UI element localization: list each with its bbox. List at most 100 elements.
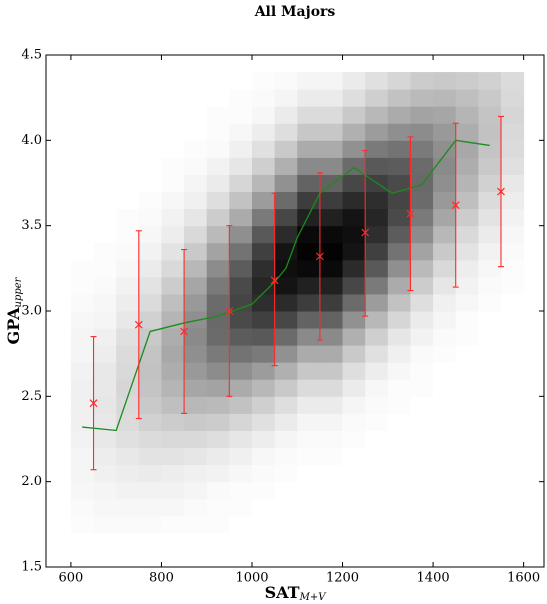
heatmap-cell (161, 259, 185, 278)
heatmap-cell (93, 481, 117, 500)
heatmap-cell (410, 311, 434, 329)
heatmap-cell (70, 481, 95, 500)
x-tick-label: 1200 (326, 571, 359, 586)
heatmap-cell (138, 447, 162, 466)
heatmap-cell (319, 430, 344, 449)
heatmap-cell (161, 157, 185, 175)
heatmap-cell (455, 106, 479, 124)
heatmap-cell (184, 208, 208, 227)
heatmap-cell (161, 174, 185, 193)
heatmap-cell (410, 191, 434, 210)
heatmap-cell (251, 515, 276, 534)
heatmap-cell (251, 72, 276, 90)
heatmap-cell (455, 447, 479, 466)
heatmap-cell (500, 293, 525, 312)
heatmap-cell (116, 123, 140, 141)
heatmap-cell (455, 140, 479, 158)
heatmap-cell (365, 72, 389, 90)
heatmap-cell (138, 174, 162, 193)
heatmap-cell (455, 293, 479, 312)
heatmap-cell (500, 328, 525, 346)
heatmap-cell (387, 208, 411, 227)
heatmap-cell (274, 464, 298, 483)
heatmap-cell (70, 140, 95, 158)
heatmap-cell (206, 191, 230, 210)
heatmap-cell (342, 123, 366, 141)
heatmap-cell (433, 72, 457, 90)
heatmap-cell (70, 311, 95, 329)
heatmap-cell (433, 174, 457, 193)
heatmap-cell (319, 464, 344, 483)
heatmap-cell (70, 447, 95, 466)
heatmap-cell (478, 413, 502, 431)
heatmap-cell (387, 379, 411, 397)
heatmap-cell (206, 311, 230, 329)
axes: 600 800 1000 1200 1400 1600 1.5 2.0 2.5 3.0 3.5 4.0… (21, 48, 544, 586)
heatmap-cell (500, 242, 525, 261)
heatmap-cell (93, 311, 117, 329)
heatmap-cell (433, 379, 457, 397)
heatmap-cell (387, 498, 411, 517)
heatmap-cell (455, 311, 479, 329)
heatmap-cell (319, 106, 344, 124)
mean-marker (451, 201, 460, 210)
heatmap-cell (433, 259, 457, 278)
heatmap-cell (251, 191, 276, 210)
heatmap-cell (297, 293, 321, 312)
heatmap-cell (93, 498, 117, 517)
heatmap-cell (206, 242, 230, 261)
heatmap-cell (410, 225, 434, 244)
heatmap-cell (455, 208, 479, 227)
heatmap-cell (365, 242, 389, 261)
heatmap-cell (184, 481, 208, 500)
heatmap-cell (387, 174, 411, 193)
heatmap-cell (206, 72, 230, 90)
heatmap-cell (433, 396, 457, 414)
heatmap-cell (229, 72, 253, 90)
heatmap-cell (342, 481, 366, 500)
heatmap-cell (433, 225, 457, 244)
heatmap-cell (365, 328, 389, 346)
heatmap-cell (319, 174, 344, 193)
heatmap-cell (365, 123, 389, 141)
heatmap-cell (70, 345, 95, 363)
heatmap-cell (161, 276, 185, 295)
heatmap-cell (70, 174, 95, 193)
heatmap-cell (251, 430, 276, 449)
heatmap-cell (297, 345, 321, 363)
heatmap-cell (274, 515, 298, 534)
heatmap-cell (229, 396, 253, 414)
heatmap-cell (116, 430, 140, 449)
heatmap-cell (433, 242, 457, 261)
heatmap-cell (297, 123, 321, 141)
heatmap-cell (161, 447, 185, 466)
plot-frame (45, 54, 545, 568)
heatmap-cell (365, 379, 389, 397)
heatmap-cell (138, 328, 162, 346)
heatmap-cell (365, 157, 389, 175)
heatmap-cell (206, 447, 230, 466)
heatmap-cell (297, 481, 321, 500)
heatmap-cell (455, 464, 479, 483)
heatmap-cell (93, 225, 117, 244)
heatmap-cell (319, 140, 344, 158)
heatmap-cell (410, 328, 434, 346)
heatmap-cell (206, 379, 230, 397)
heatmap-cell (365, 464, 389, 483)
heatmap-cell (70, 293, 95, 312)
heatmap-cell (70, 72, 95, 90)
heatmap-cell (161, 464, 185, 483)
heatmap-cell (251, 225, 276, 244)
heatmap-cell (500, 396, 525, 414)
heatmap-cell (251, 276, 276, 295)
y-tick-label: 1.5 (21, 560, 42, 575)
heatmap-cell (274, 328, 298, 346)
heatmap-cell (138, 362, 162, 380)
heatmap-cell (138, 242, 162, 261)
y-axis-label-text: GPA (4, 307, 23, 345)
heatmap-cell (365, 430, 389, 449)
mean-marker (270, 276, 279, 285)
heatmap-cell (116, 72, 140, 90)
heatmap-cell (500, 362, 525, 380)
heatmap-cell (116, 106, 140, 124)
